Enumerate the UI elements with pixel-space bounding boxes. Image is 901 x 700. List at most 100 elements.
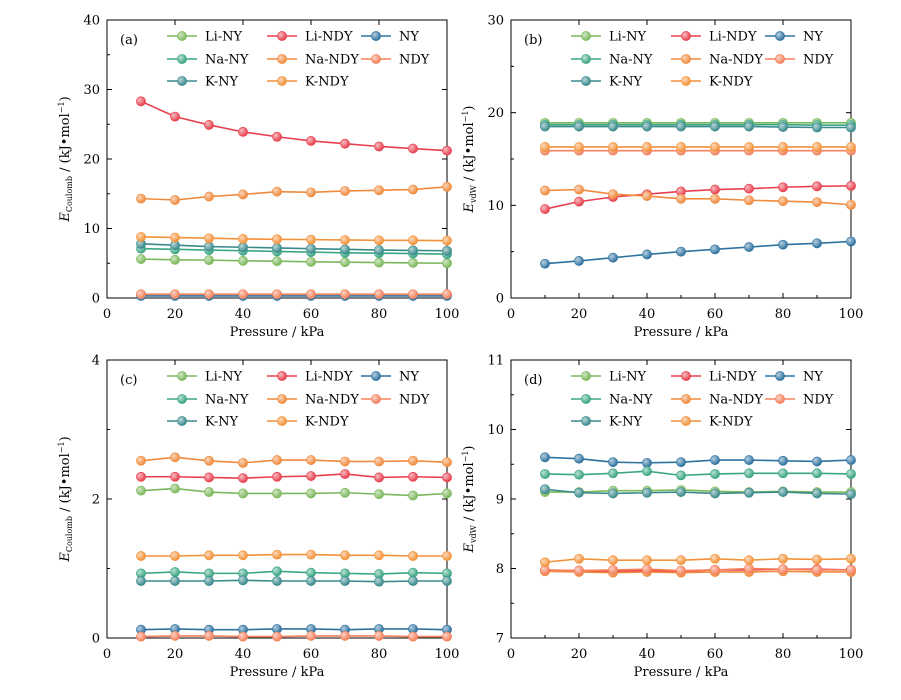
data-point — [812, 468, 822, 479]
legend-label: Na-NDY — [305, 53, 359, 68]
series-line — [544, 188, 852, 206]
chart-panel-c: 0 20 40 60 80 100 0 2 4 Pressure / kPa ECoulomb / … — [57, 354, 459, 681]
series-line — [140, 456, 448, 464]
data-point — [442, 631, 452, 642]
y-axis-superscript: −1 — [461, 451, 470, 463]
data-point — [744, 487, 754, 498]
legend-label: K-NY — [609, 415, 643, 430]
data-point — [238, 289, 248, 300]
y-axis-close: ) — [58, 436, 73, 441]
data-point — [442, 289, 452, 300]
legend-entry: NDY — [361, 393, 430, 408]
data-point — [238, 255, 248, 266]
data-point — [540, 452, 550, 463]
data-point — [170, 471, 180, 482]
legend-label: K-NDY — [305, 75, 349, 90]
data-point — [170, 195, 180, 205]
data-point — [442, 181, 452, 192]
series-line — [140, 628, 448, 631]
data-point — [340, 469, 350, 479]
plot-frame — [106, 359, 448, 639]
data-point — [846, 199, 856, 210]
legend-label: NDY — [399, 393, 430, 408]
y-axis-title: EvdW / (kJ•mol−1) — [461, 105, 478, 213]
data-point — [238, 550, 248, 561]
data-point — [778, 142, 788, 152]
y-axis-close: ) — [58, 96, 73, 101]
y-axis-title: EvdW / (kJ•mol−1) — [461, 445, 478, 553]
data-point — [676, 142, 686, 152]
data-point — [306, 549, 316, 560]
legend-marker — [177, 54, 187, 64]
x-tick-label: 100 — [839, 307, 864, 322]
legend-label: K-NY — [205, 415, 239, 430]
legend-entry: NDY — [765, 393, 834, 408]
legend-marker — [775, 54, 785, 64]
data-point — [204, 233, 214, 244]
data-point — [442, 457, 452, 468]
data-point — [170, 483, 180, 494]
series-line — [141, 473, 448, 479]
legend-entry: NY — [361, 370, 419, 385]
y-axis-subscript: Coulomb — [65, 176, 74, 212]
legend-label: Li-NDY — [305, 30, 353, 45]
legend-label: Na-NY — [205, 53, 249, 68]
y-tick-label: 20 — [487, 106, 504, 121]
data-point — [812, 122, 822, 133]
data-point — [608, 555, 618, 566]
legend-entry: Li-NY — [167, 370, 243, 385]
x-axis-title: Pressure / kPa — [230, 325, 325, 340]
data-point — [744, 468, 754, 479]
x-axis-title: Pressure / kPa — [634, 665, 729, 680]
data-point — [778, 122, 788, 132]
y-tick-label: 30 — [83, 83, 100, 98]
y-tick-label: 30 — [487, 14, 504, 29]
x-tick-label: 80 — [775, 307, 792, 322]
data-point — [778, 564, 788, 575]
legend-label: K-NY — [609, 75, 643, 90]
y-axis-subscript: Coulomb — [65, 516, 74, 552]
legend-label: K-NDY — [709, 75, 753, 90]
legend-entry: NDY — [361, 53, 430, 68]
legend-marker — [177, 394, 187, 404]
y-axis-superscript: −1 — [57, 441, 66, 453]
legend-label: Li-NY — [205, 30, 243, 45]
data-point — [374, 185, 384, 196]
series-line — [545, 489, 851, 493]
data-point — [846, 564, 856, 575]
data-point — [442, 488, 452, 499]
data-point — [540, 258, 550, 269]
data-point — [608, 457, 618, 468]
y-axis-subscript: vdW — [469, 184, 478, 204]
y-axis-symbol: E — [462, 203, 477, 214]
data-point — [204, 631, 214, 641]
data-point — [642, 191, 652, 201]
data-point — [374, 489, 384, 500]
y-axis-symbol: E — [58, 552, 73, 563]
series-li-ndy — [540, 180, 856, 214]
data-point — [642, 564, 652, 575]
series-na-ny — [540, 119, 856, 131]
data-point — [812, 181, 822, 192]
data-point — [306, 576, 316, 586]
y-axis-units: / (kJ•mol — [462, 462, 477, 525]
data-point — [676, 457, 686, 468]
chart-panel-b: 0 20 40 60 80 100 0 10 20 30 Pressure / kPa EvdW / … — [461, 14, 863, 341]
legend-entry: K-NY — [571, 415, 643, 430]
data-point — [540, 469, 550, 479]
y-axis-title: ECoulomb / (kJ•mol−1) — [57, 436, 74, 562]
legend-label: Na-NY — [609, 53, 653, 68]
series-line — [140, 570, 448, 575]
data-point — [812, 197, 822, 207]
x-tick-label: 20 — [571, 647, 588, 662]
chart-panel-a: 0 20 40 60 80 100 0 10 20 30 40 Pressure / kPa ECoul… — [57, 14, 459, 341]
data-point — [442, 145, 452, 156]
data-point — [642, 487, 652, 498]
data-point — [608, 121, 618, 132]
legend-label: Li-NDY — [709, 30, 757, 45]
legend-marker — [177, 76, 187, 86]
data-point — [272, 566, 282, 577]
legend-marker — [277, 416, 287, 426]
data-point — [812, 488, 822, 499]
data-point — [744, 121, 754, 132]
